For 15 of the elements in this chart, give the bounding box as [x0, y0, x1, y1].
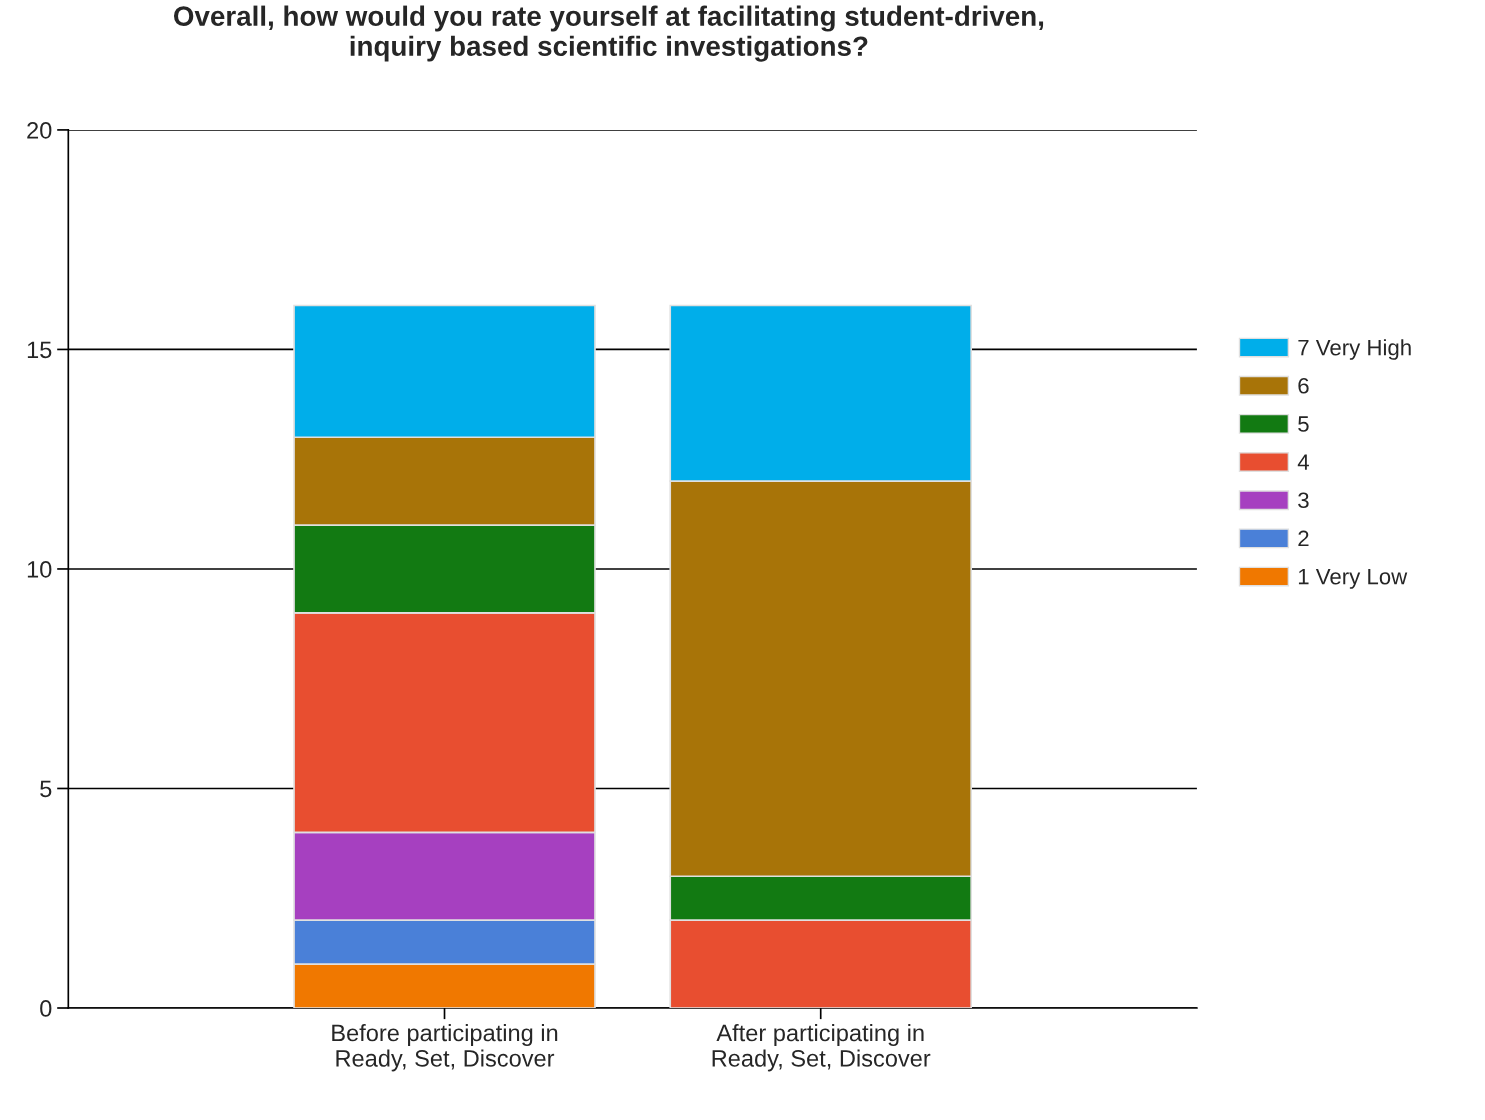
legend-label: 5	[1298, 416, 1309, 432]
legend-label: 7 Very High	[1298, 339, 1411, 360]
y-tick-label: 10	[27, 561, 52, 578]
y-tick-label: 15	[27, 341, 52, 359]
y-tick-label: 20	[27, 121, 52, 139]
legend-label: 2	[1298, 530, 1309, 547]
x-tick-label: After participating in Ready, Set, Discover	[712, 1023, 931, 1072]
legend-label: 1 Very Low	[1298, 568, 1408, 589]
legend-label: 3	[1298, 492, 1309, 509]
y-tick-label: 0	[40, 1000, 52, 1017]
legend-label: 6	[1298, 377, 1309, 394]
x-tick-label: Before participating in Ready, Set, Discover	[332, 1023, 558, 1072]
y-tick-label: 5	[40, 780, 52, 798]
chart-title: Overall, how would you rate yourself at facilitating student-driven, inquiry based scientific investigations?	[174, 5, 1044, 62]
legend-label: 4	[1297, 454, 1309, 470]
